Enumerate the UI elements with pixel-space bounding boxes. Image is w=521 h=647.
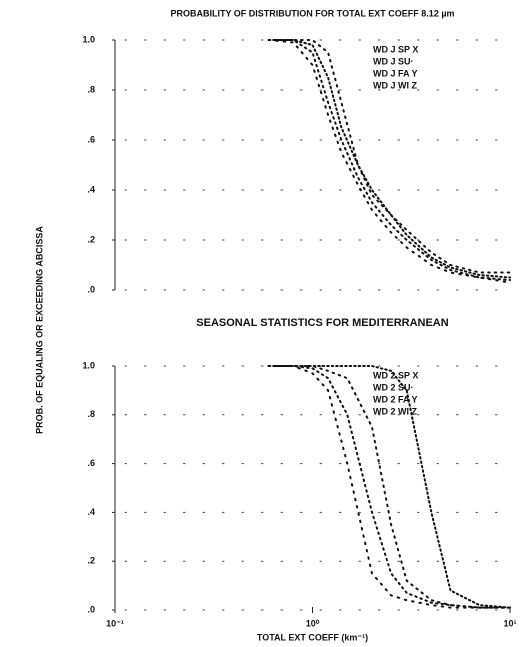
series-line xyxy=(267,365,511,609)
y-tick-label: .4 xyxy=(87,507,95,517)
y-tick-label: .8 xyxy=(87,409,95,419)
y-tick-label: .2 xyxy=(87,234,95,244)
x-tick-label: 10⁰ xyxy=(306,618,320,628)
legend-label: WD 2 FA Y xyxy=(373,394,418,404)
legend-label: WD 2 WI Z xyxy=(373,406,417,416)
legend-label: WD J WI Z xyxy=(373,80,417,90)
y-tick-label: .6 xyxy=(87,134,95,144)
series-line xyxy=(267,365,511,609)
chart-title: SEASONAL STATISTICS FOR MEDITERRANEAN xyxy=(196,317,448,329)
legend-label: WD 2 SU· xyxy=(373,382,414,392)
y-tick-label: 1.0 xyxy=(82,360,95,370)
y-tick-label: .6 xyxy=(87,458,95,468)
x-tick-label: 10⁻¹ xyxy=(106,618,124,628)
x-axis-label: TOTAL EXT COEFF (km⁻¹) xyxy=(257,632,368,642)
y-axis-label: PROB. OF EQUALING OR EXCEEDING ABCISSA xyxy=(34,226,44,434)
y-tick-label: .4 xyxy=(87,184,95,194)
series-line xyxy=(267,39,511,274)
legend-label: WD J SU· xyxy=(373,56,414,66)
chart-title: PROBABILITY OF DISTRIBUTION FOR TOTAL EX… xyxy=(170,8,454,18)
series-line xyxy=(267,39,511,281)
y-tick-label: .8 xyxy=(87,84,95,94)
y-tick-label: .2 xyxy=(87,556,95,566)
series-line xyxy=(267,39,511,279)
legend-label: WD 2 SP X xyxy=(373,370,418,380)
y-tick-label: 1.0 xyxy=(82,34,95,44)
legend-label: WD J FA Y xyxy=(373,68,418,78)
series-line xyxy=(267,39,511,284)
series-line xyxy=(267,365,511,609)
legend-label: WD J SP X xyxy=(373,44,418,54)
x-tick-label: 10¹ xyxy=(503,618,516,628)
y-tick-label: .0 xyxy=(87,604,95,614)
y-tick-label: .0 xyxy=(87,284,95,294)
